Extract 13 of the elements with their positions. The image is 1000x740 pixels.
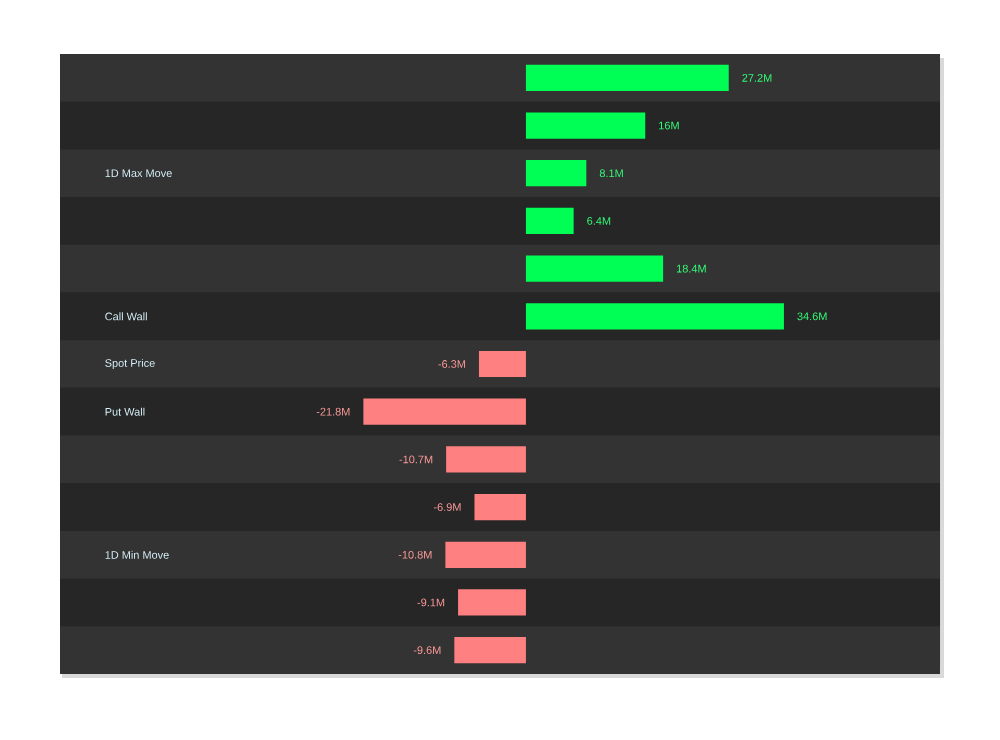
bar — [525, 64, 729, 91]
bar — [474, 493, 526, 521]
bar — [525, 160, 587, 187]
bar — [454, 637, 526, 664]
bar — [445, 541, 526, 568]
bar — [525, 207, 574, 235]
bar — [525, 255, 664, 282]
bar — [458, 589, 526, 616]
bar — [525, 112, 646, 139]
bar — [478, 350, 526, 378]
bar — [525, 303, 784, 330]
bar — [363, 398, 526, 425]
bar — [446, 446, 526, 473]
